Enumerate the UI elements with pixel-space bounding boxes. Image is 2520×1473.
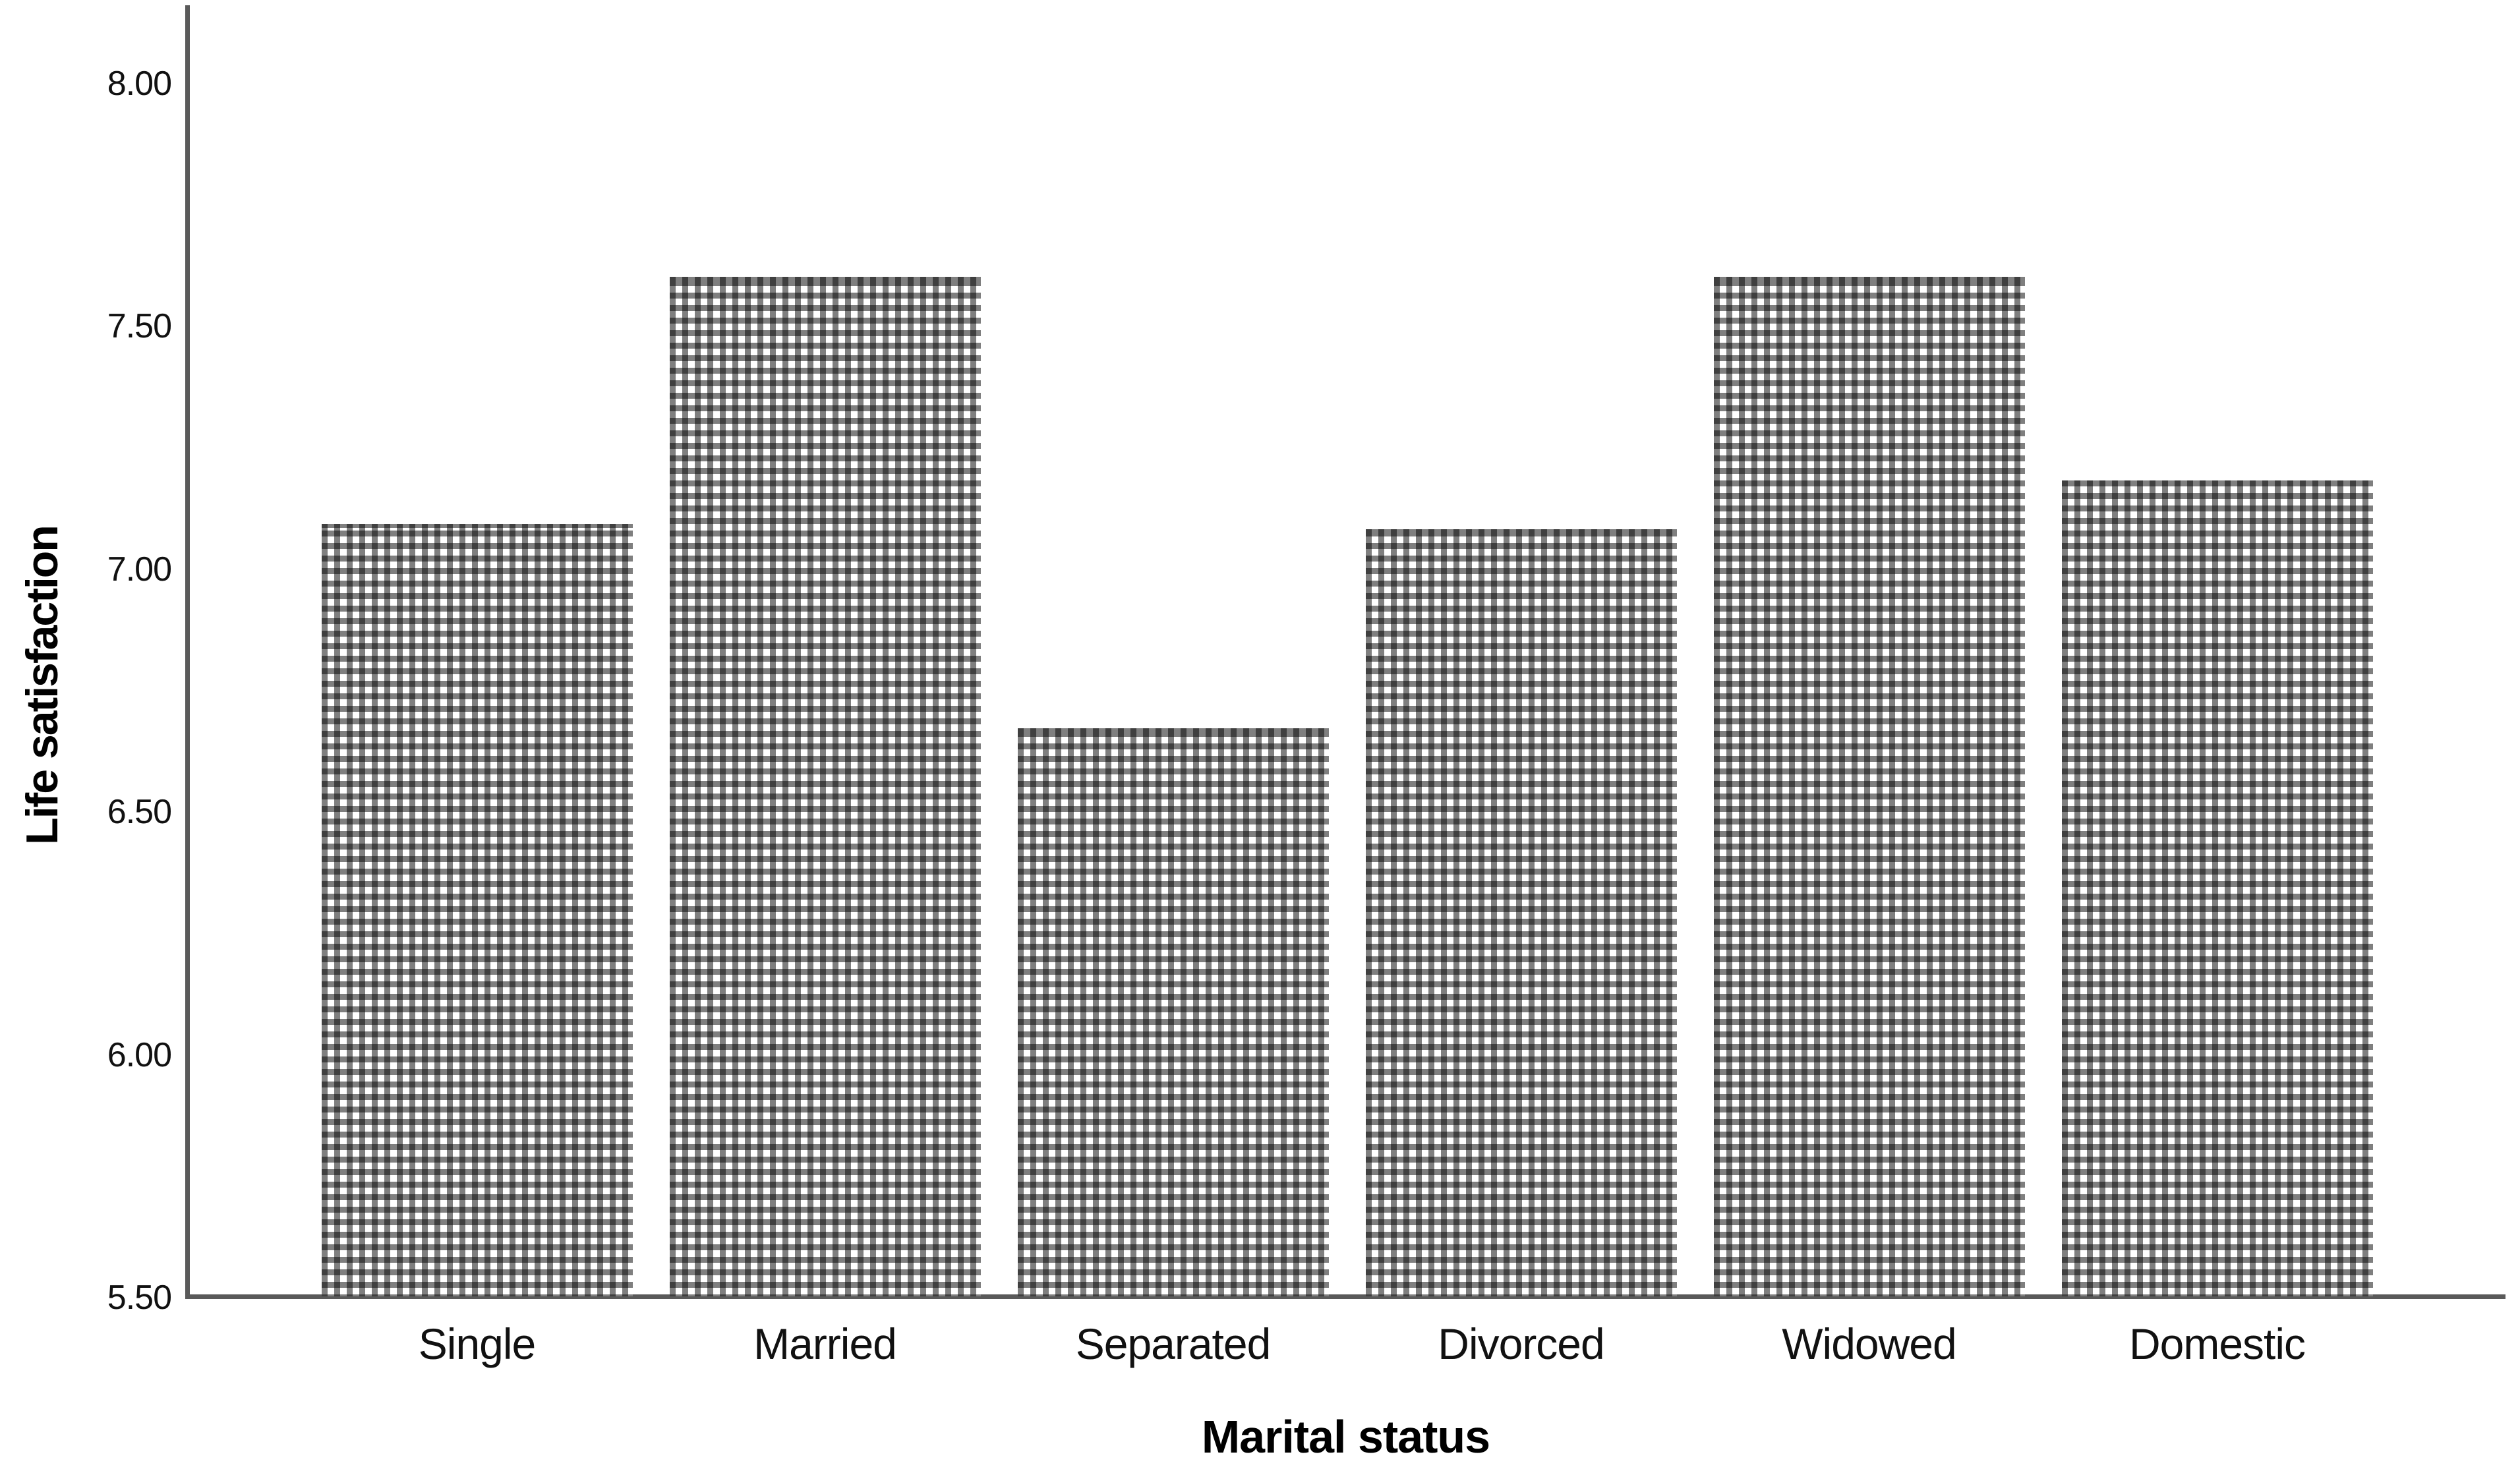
bar-divorced xyxy=(1365,529,1677,1296)
x-category-label-separated: Separated xyxy=(1075,1319,1272,1368)
x-axis-line xyxy=(185,1294,2505,1299)
x-category-label-domestic: Domestic xyxy=(2128,1319,2306,1368)
x-axis-title: Marital status xyxy=(1201,1411,1490,1462)
y-tick-label: 6.50 xyxy=(107,793,172,832)
bar-widowed xyxy=(1713,276,2025,1296)
y-tick-label: 7.00 xyxy=(107,550,172,589)
bar-domestic xyxy=(2061,480,2373,1296)
y-tick-label: 7.50 xyxy=(107,307,172,346)
y-tick-label: 5.50 xyxy=(107,1279,172,1317)
y-tick-label: 6.00 xyxy=(107,1035,172,1074)
x-category-label-widowed: Widowed xyxy=(1782,1319,1956,1368)
x-category-label-divorced: Divorced xyxy=(1438,1319,1604,1368)
y-axis-line xyxy=(185,5,190,1298)
x-category-label-married: Married xyxy=(753,1319,897,1368)
bar-separated xyxy=(1017,728,1329,1296)
bar-married xyxy=(669,276,981,1296)
y-tick-label: 8.00 xyxy=(107,65,172,103)
x-category-label-single: Single xyxy=(418,1319,536,1368)
bar-single xyxy=(321,524,633,1296)
